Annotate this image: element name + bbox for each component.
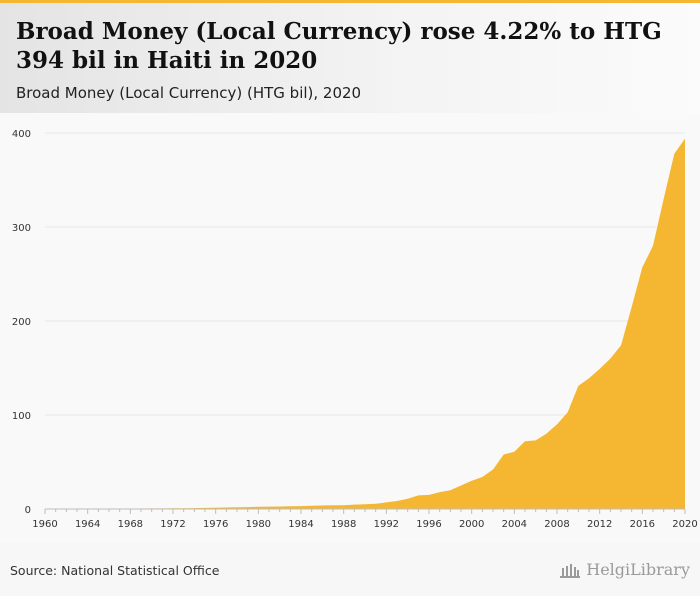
- x-tick-label: 1968: [118, 519, 143, 530]
- header: Broad Money (Local Currency) rose 4.22% …: [0, 3, 700, 113]
- area-chart: 0 100 200 300 400 1960 1964 1968 1972 1976 1980 198…: [12, 129, 698, 530]
- x-tick-label: 2008: [544, 519, 569, 530]
- x-tick-label: 1992: [374, 519, 399, 530]
- helgi-library-logo: HelgiLibrary: [559, 560, 690, 579]
- accent-bar: [0, 0, 700, 3]
- logo-text: HelgiLibrary: [586, 560, 690, 579]
- x-tick-label: 1976: [203, 519, 228, 530]
- y-tick-label: 300: [12, 223, 31, 234]
- x-tick-label: 2016: [630, 519, 655, 530]
- x-tick-label: 2004: [502, 519, 527, 530]
- x-tick-label: 1996: [416, 519, 441, 530]
- x-tick-label: 1972: [160, 519, 185, 530]
- x-tick-label: 2012: [587, 519, 612, 530]
- chart-subtitle: Broad Money (Local Currency) (HTG bil), …: [16, 84, 362, 102]
- y-tick-label: 200: [12, 317, 31, 328]
- x-tick-label: 1960: [32, 519, 57, 530]
- page-title: Broad Money (Local Currency) rose 4.22% …: [16, 18, 662, 74]
- x-tick-label: 1984: [288, 519, 313, 530]
- x-tick-label: 2020: [672, 519, 697, 530]
- y-tick-label: 400: [12, 129, 31, 140]
- chart-area: 0 100 200 300 400 1960 1964 1968 1972 1976 1980 198…: [0, 113, 700, 543]
- x-tick-label: 1980: [246, 519, 271, 530]
- library-building-icon: [560, 563, 581, 578]
- x-tick-label: 1964: [75, 519, 100, 530]
- x-tick-label: 2000: [459, 519, 484, 530]
- series-area: [45, 138, 685, 509]
- y-tick-label: 0: [25, 505, 31, 516]
- x-tick-label: 1988: [331, 519, 356, 530]
- source-note: Source: National Statistical Office: [10, 563, 220, 578]
- y-tick-label: 100: [12, 411, 31, 422]
